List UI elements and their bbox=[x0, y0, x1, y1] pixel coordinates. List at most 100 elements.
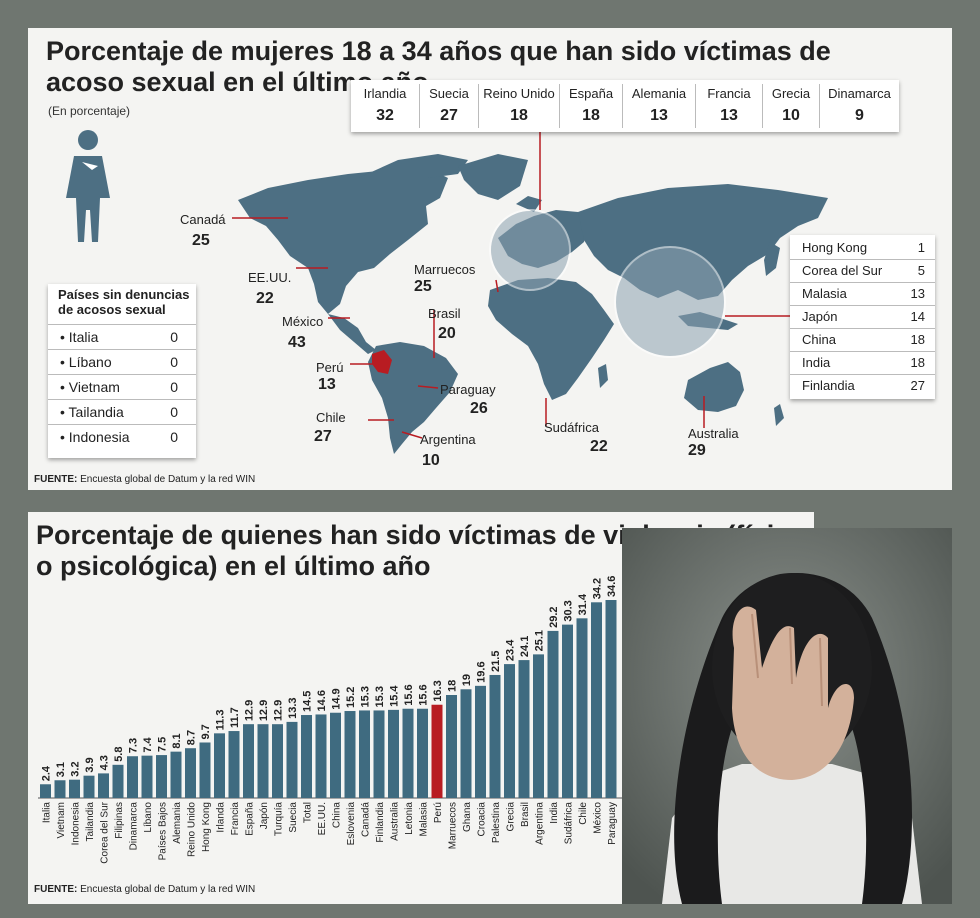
asia-value: 13 bbox=[910, 286, 925, 301]
bar-value-label: 12.9 bbox=[244, 700, 256, 721]
bar-category-label: Croacia bbox=[477, 802, 488, 837]
bar-3 bbox=[83, 775, 95, 798]
no-reports-row: • Indonesia 0 bbox=[48, 424, 196, 449]
europe-cell-irlandia: Irlandia 32 bbox=[351, 80, 419, 132]
bar-value-label: 18 bbox=[447, 680, 459, 692]
bar-value-label: 21.5 bbox=[490, 651, 502, 672]
bar-category-label: Paraguay bbox=[607, 802, 618, 845]
bar-value-label: 29.2 bbox=[548, 606, 560, 627]
bar-36 bbox=[562, 624, 573, 798]
europe-country: Grecia bbox=[771, 86, 811, 101]
bar-value-label: 16.3 bbox=[432, 680, 444, 701]
bar-value-label: 14.6 bbox=[316, 690, 328, 711]
asia-row: Finlandia 27 bbox=[790, 375, 935, 397]
violence-bar-chart: 2.4 Italia 3.1 Vietnam 3.2 Indonesia 3.9 Tailan… bbox=[38, 576, 622, 864]
no-reports-value: 0 bbox=[170, 354, 178, 370]
asia-country: Malasia bbox=[802, 286, 847, 301]
bar-value-label: 25.1 bbox=[534, 630, 546, 651]
bar-30 bbox=[475, 685, 486, 798]
bar-category-label: Reino Unido bbox=[187, 802, 198, 857]
europe-value: 10 bbox=[782, 107, 800, 124]
chart-source: FUENTE: Encuesta global de Datum y la re… bbox=[34, 884, 255, 895]
map-label-marruecos: Marruecos bbox=[414, 262, 476, 277]
bar-value-label: 19.6 bbox=[476, 661, 488, 682]
bar-34 bbox=[533, 654, 544, 798]
europe-country: Alemania bbox=[631, 86, 687, 101]
bar-category-label: Australia bbox=[390, 802, 401, 841]
asia-value: 27 bbox=[910, 378, 925, 393]
map-value-marruecos: 25 bbox=[414, 278, 432, 295]
bar-category-label: Indonesia bbox=[71, 802, 82, 846]
woman-icon bbox=[66, 130, 110, 242]
bar-33 bbox=[518, 660, 530, 798]
bar-category-label: Marruecos bbox=[448, 802, 459, 849]
bar-21 bbox=[344, 711, 356, 798]
map-label-paraguay: Paraguay bbox=[440, 382, 496, 397]
bar-24 bbox=[388, 709, 399, 798]
map-value-australia: 29 bbox=[688, 442, 706, 459]
bar-10 bbox=[185, 748, 196, 798]
map-label-sudafrica: Sudáfrica bbox=[544, 420, 599, 435]
bar-35 bbox=[547, 630, 559, 798]
bar-value-label: 2.4 bbox=[41, 765, 53, 781]
europe-value: 13 bbox=[720, 107, 738, 124]
asia-value: 18 bbox=[910, 355, 925, 370]
map-label-mexico: México bbox=[282, 314, 324, 329]
bar-category-label: Argentina bbox=[535, 802, 546, 845]
map-value-mexico: 43 bbox=[288, 334, 306, 351]
asia-country: Corea del Sur bbox=[802, 263, 883, 278]
asia-row: China 18 bbox=[790, 329, 935, 352]
bar-category-label: Vietnam bbox=[56, 802, 67, 839]
bar-value-label: 5.8 bbox=[113, 747, 125, 762]
chart-source-label: FUENTE: bbox=[34, 884, 78, 895]
asia-country: Hong Kong bbox=[802, 240, 868, 255]
bar-26 bbox=[417, 708, 428, 798]
asia-table: Hong Kong 1 Corea del Sur 5 Malasia 13 J… bbox=[790, 235, 935, 399]
bar-value-label: 12.9 bbox=[273, 700, 285, 721]
map-value-usa: 22 bbox=[256, 290, 274, 307]
map-source: FUENTE: Encuesta global de Datum y la re… bbox=[34, 474, 255, 485]
bar-category-label: Total bbox=[303, 802, 314, 823]
bar-category-label: Líbano bbox=[143, 802, 154, 833]
bar-4 bbox=[98, 773, 109, 798]
no-reports-country: • Líbano bbox=[60, 354, 112, 370]
asia-country: India bbox=[802, 355, 831, 370]
bar-13 bbox=[228, 731, 240, 798]
bar-17 bbox=[286, 721, 298, 798]
asia-country: China bbox=[802, 332, 836, 347]
bar-value-label: 14.9 bbox=[331, 688, 343, 709]
europe-country: España bbox=[568, 86, 614, 101]
bar-14 bbox=[243, 724, 254, 798]
map-label-peru: Perú bbox=[316, 360, 344, 375]
bar-value-label: 12.9 bbox=[258, 700, 270, 721]
europe-country: Irlandia bbox=[363, 86, 407, 101]
europe-value: 32 bbox=[376, 107, 394, 124]
bar-value-label: 15.6 bbox=[403, 684, 415, 705]
map-title: Porcentaje de mujeres 18 a 34 años que h… bbox=[46, 36, 831, 97]
europe-cell-suecia: Suecia 27 bbox=[420, 80, 478, 132]
bar-category-label: Francia bbox=[230, 802, 241, 836]
map-source-label: FUENTE: bbox=[34, 474, 78, 485]
bar-value-label: 34.2 bbox=[592, 578, 604, 599]
bar-value-label: 23.4 bbox=[505, 639, 517, 661]
no-reports-value: 0 bbox=[170, 329, 178, 345]
bar-value-label: 4.3 bbox=[99, 755, 111, 770]
map-label-canada: Canadá bbox=[180, 212, 226, 227]
bar-category-label: Chile bbox=[578, 802, 589, 825]
bar-37 bbox=[576, 618, 588, 798]
bar-category-label: Corea del Sur bbox=[100, 801, 111, 863]
no-reports-title: Países sin denuncias de acosos sexual bbox=[58, 287, 190, 317]
bar-category-label: Eslovenia bbox=[346, 802, 357, 846]
map-label-brasil: Brasil bbox=[428, 306, 461, 321]
bar-2 bbox=[69, 779, 80, 798]
bar-19 bbox=[315, 714, 327, 798]
europe-country: Suecia bbox=[429, 86, 469, 101]
map-value-argentina: 10 bbox=[422, 452, 440, 469]
bar-category-label: India bbox=[549, 802, 560, 824]
europe-value: 18 bbox=[582, 107, 600, 124]
bar-category-label: Países Bajos bbox=[158, 802, 169, 860]
bar-value-label: 15.2 bbox=[345, 687, 357, 708]
asia-row: Hong Kong 1 bbox=[790, 237, 935, 260]
no-reports-row: • Líbano 0 bbox=[48, 349, 196, 374]
bar-20 bbox=[330, 712, 341, 798]
